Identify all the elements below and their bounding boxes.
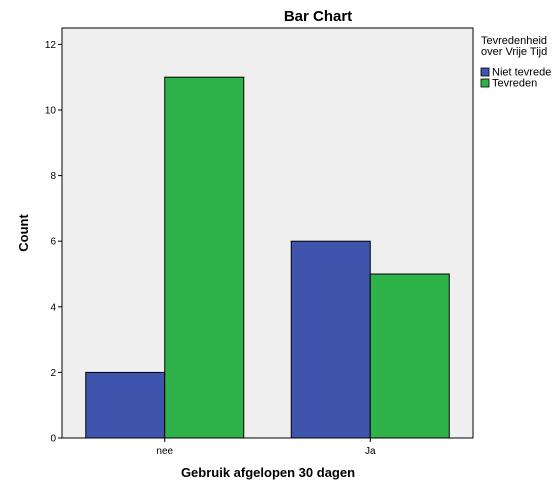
- y-axis: 0 2 4 6 8 10 12: [45, 40, 62, 445]
- legend-title: Tevredenheid: [481, 35, 547, 47]
- bar-niet-tevreden-nee: [85, 371, 166, 439]
- y-tick-label: 10: [45, 106, 57, 117]
- x-axis: nee Ja: [156, 438, 376, 457]
- y-tick-label: 12: [45, 40, 57, 51]
- legend-item-label: Niet tevreden: [492, 67, 552, 79]
- bar-tevreden-nee: [164, 76, 245, 439]
- legend-swatch: [480, 67, 490, 77]
- y-tick-label: 2: [50, 368, 56, 379]
- x-tick-label: nee: [156, 446, 173, 457]
- y-axis-label: Count: [16, 214, 31, 252]
- bars: [85, 76, 450, 439]
- legend-item-label: Tevreden: [492, 78, 537, 90]
- y-tick-label: 6: [50, 237, 56, 248]
- bar-tevreden-ja: [369, 273, 450, 439]
- x-tick-label: Ja: [365, 446, 376, 457]
- chart-title: Bar Chart: [284, 8, 352, 25]
- x-axis-label: Gebruik afgelopen 30 dagen: [181, 465, 355, 480]
- y-tick-label: 8: [50, 171, 56, 182]
- bar-niet-tevreden-ja: [290, 240, 371, 439]
- legend-title: over Vrije Tijd: [481, 46, 547, 58]
- y-tick-label: 0: [50, 434, 56, 445]
- legend-swatch: [480, 78, 490, 88]
- y-tick-label: 4: [50, 302, 56, 313]
